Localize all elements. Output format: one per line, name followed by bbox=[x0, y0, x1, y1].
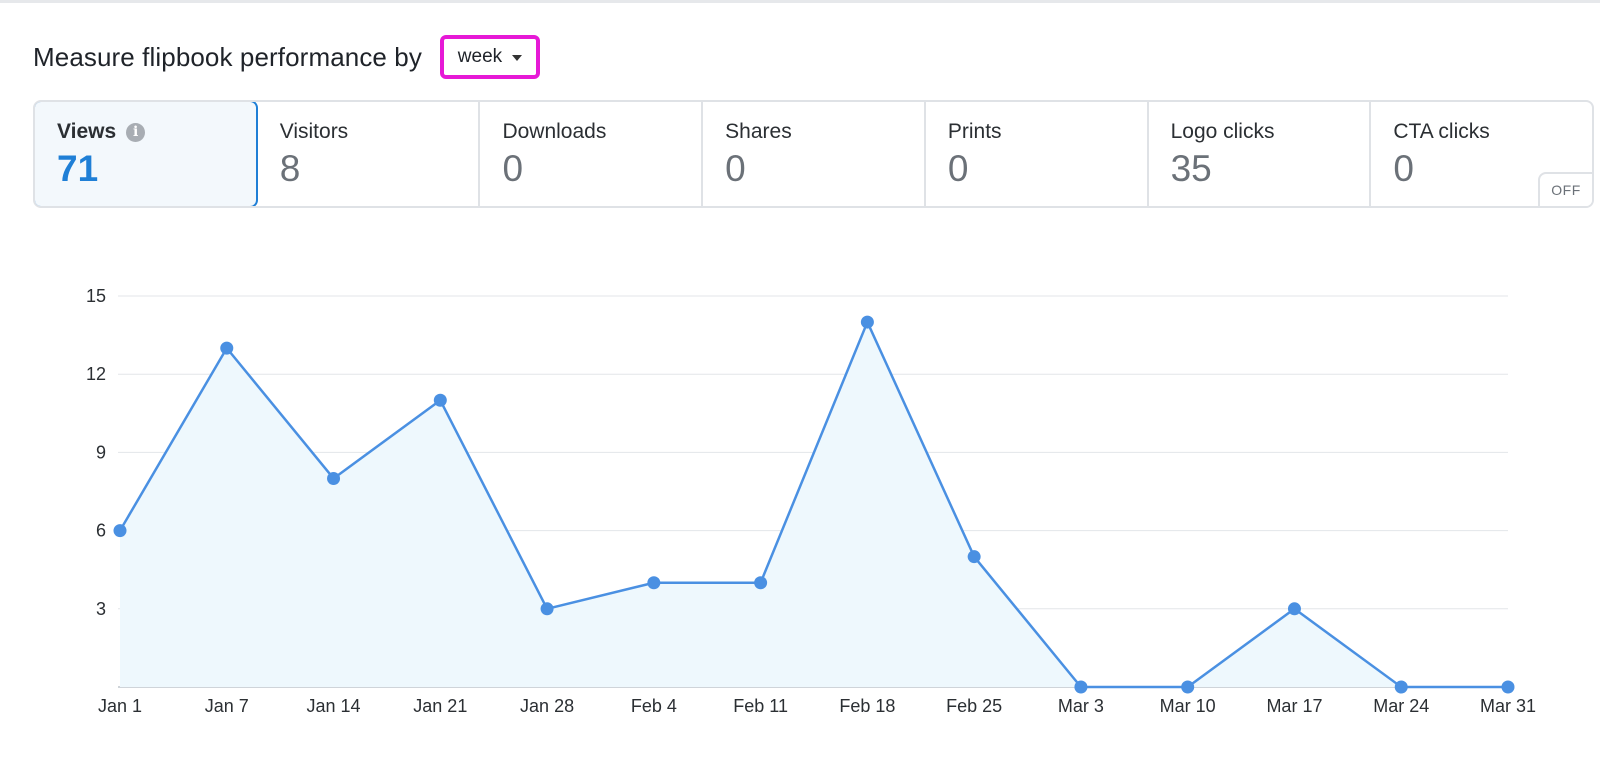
tab-visitors[interactable]: Visitors 8 bbox=[258, 102, 481, 206]
views-chart: 3 6 9 12 15 Jan 1 Jan 7 Jan 14 Jan 21 Jan 28 Feb 4… bbox=[0, 230, 1600, 759]
page-title: Measure flipbook performance by bbox=[33, 41, 422, 72]
tab-value: 35 bbox=[1170, 148, 1212, 189]
x-tick-label: Jan 21 bbox=[413, 696, 467, 716]
tab-label: Prints bbox=[947, 120, 1002, 143]
data-point[interactable] bbox=[433, 393, 447, 407]
tab-value: 8 bbox=[279, 148, 301, 189]
data-point[interactable] bbox=[1074, 680, 1088, 694]
info-icon[interactable]: i bbox=[126, 122, 146, 142]
tab-label: Downloads bbox=[502, 120, 607, 143]
series-area bbox=[120, 322, 1508, 687]
tab-label: Visitors bbox=[279, 120, 349, 143]
y-tick-label: 3 bbox=[96, 599, 106, 619]
tab-prints[interactable]: Prints 0 bbox=[926, 102, 1149, 206]
x-tick-label: Feb 11 bbox=[733, 696, 788, 716]
x-tick-label: Mar 17 bbox=[1266, 696, 1322, 716]
tab-label: Logo clicks bbox=[1170, 120, 1275, 143]
tab-label: CTA clicks bbox=[1393, 120, 1490, 143]
data-point[interactable] bbox=[967, 550, 981, 564]
x-tick-label: Mar 24 bbox=[1373, 696, 1429, 716]
header: Measure flipbook performance by week bbox=[33, 32, 540, 82]
caret-down-icon bbox=[512, 55, 523, 61]
data-point[interactable] bbox=[647, 576, 661, 590]
x-tick-label: Jan 7 bbox=[205, 696, 249, 716]
tab-downloads[interactable]: Downloads 0 bbox=[480, 102, 704, 206]
data-point[interactable] bbox=[113, 524, 127, 538]
x-tick-label: Mar 31 bbox=[1480, 696, 1536, 716]
metric-tabs: Views i 71 Visitors 8 Downloads 0 Shares… bbox=[33, 100, 1594, 208]
data-point[interactable] bbox=[327, 471, 341, 485]
tab-label: Views bbox=[57, 120, 117, 143]
data-point[interactable] bbox=[220, 341, 234, 355]
y-tick-label: 15 bbox=[86, 286, 106, 306]
x-tick-label: Jan 14 bbox=[307, 696, 361, 716]
y-tick-label: 12 bbox=[86, 364, 106, 384]
data-point[interactable] bbox=[1501, 680, 1515, 694]
x-tick-label: Mar 10 bbox=[1160, 696, 1216, 716]
tab-views[interactable]: Views i 71 bbox=[35, 102, 258, 206]
tab-logo-clicks[interactable]: Logo clicks 35 bbox=[1149, 102, 1372, 206]
x-tick-label: Mar 3 bbox=[1058, 696, 1104, 716]
tab-value: 0 bbox=[1393, 148, 1414, 189]
data-point[interactable] bbox=[1287, 602, 1301, 616]
tab-value: 0 bbox=[725, 148, 746, 189]
x-tick-label: Feb 18 bbox=[839, 696, 895, 716]
data-point[interactable] bbox=[1181, 680, 1195, 694]
tab-shares[interactable]: Shares 0 bbox=[703, 102, 926, 206]
x-tick-label: Jan 1 bbox=[98, 696, 142, 716]
series-line bbox=[118, 320, 1508, 689]
data-point[interactable] bbox=[860, 315, 874, 329]
data-point[interactable] bbox=[754, 576, 768, 590]
y-tick-label: 9 bbox=[96, 442, 106, 462]
tab-value: 0 bbox=[502, 148, 524, 189]
period-dropdown[interactable]: week bbox=[439, 35, 540, 79]
tab-label: Shares bbox=[725, 120, 792, 143]
data-point[interactable] bbox=[1394, 680, 1408, 694]
period-dropdown-value: week bbox=[457, 46, 503, 67]
x-tick-label: Jan 28 bbox=[520, 696, 574, 716]
data-point[interactable] bbox=[540, 602, 554, 616]
tab-value: 71 bbox=[57, 148, 99, 189]
tab-cta-clicks[interactable]: CTA clicks 0 OFF bbox=[1371, 102, 1592, 206]
tab-views-label-row: Views i bbox=[57, 120, 256, 144]
y-tick-label: 6 bbox=[96, 521, 106, 541]
line-chart-svg: 3 6 9 12 15 Jan 1 Jan 7 Jan 14 Jan 21 Jan 28 Feb 4… bbox=[86, 286, 1536, 716]
x-tick-label: Feb 4 bbox=[631, 696, 677, 716]
cta-off-toggle[interactable]: OFF bbox=[1538, 172, 1592, 206]
x-tick-label: Feb 25 bbox=[946, 696, 1002, 716]
tab-value: 0 bbox=[947, 148, 969, 189]
top-divider bbox=[0, 0, 1600, 3]
